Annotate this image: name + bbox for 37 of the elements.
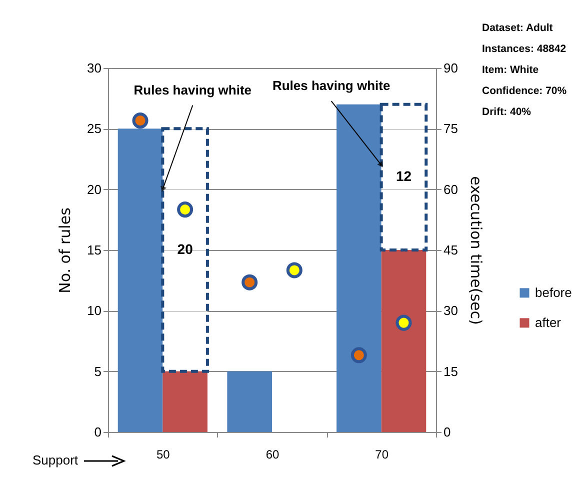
legend-label: after [535, 314, 562, 330]
y-tick-label: 25 [87, 121, 102, 136]
y2-axis-title: execution time(sec) [466, 176, 485, 325]
text: Instances: 48842 [482, 42, 567, 57]
x-tick-label: 70 [375, 448, 389, 462]
bar [336, 104, 382, 432]
text: Confidence: 70% [482, 84, 567, 99]
bar [162, 371, 208, 432]
y-tick-label: 30 [87, 60, 102, 76]
annotation: Rules having white [134, 82, 252, 98]
text: Item: White [482, 63, 540, 78]
bar [161, 127, 209, 373]
y-tick-label: 20 [87, 182, 102, 197]
y2-tick-label: 90 [444, 60, 458, 76]
bar [118, 128, 163, 432]
y-tick-label: 0 [94, 424, 102, 440]
y2-tick-label: 30 [444, 303, 458, 318]
text: Drift: 40% [482, 105, 532, 120]
y-tick-label: 15 [87, 242, 102, 258]
x-tick-label: 50 [156, 448, 170, 462]
x-tick-label: 60 [266, 448, 280, 462]
y-axis-title: No. of rules [56, 207, 74, 294]
legend-label: before [535, 284, 572, 300]
y2-tick-label: 60 [444, 182, 458, 197]
data-label: 20 [177, 241, 194, 257]
text: Dataset: Adult [482, 21, 554, 36]
annotation: Rules having white [272, 78, 390, 94]
x-axis-title: Support [32, 452, 78, 468]
y-tick-label: 5 [94, 364, 102, 379]
y2-tick-label: 15 [444, 364, 458, 379]
y-tick-label: 10 [87, 303, 102, 318]
y2-tick-label: 0 [444, 424, 451, 440]
bar [227, 371, 272, 432]
data-label: 12 [396, 168, 412, 184]
bar [381, 250, 426, 432]
y2-tick-label: 75 [444, 121, 458, 136]
y2-tick-label: 45 [444, 242, 458, 258]
